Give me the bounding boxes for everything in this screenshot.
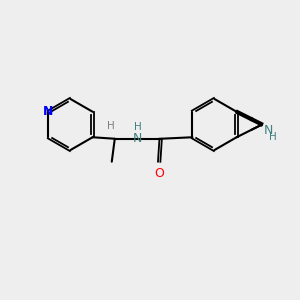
Text: N: N bbox=[43, 105, 54, 118]
Text: H: H bbox=[107, 121, 115, 131]
Text: N: N bbox=[133, 132, 142, 145]
Text: H: H bbox=[134, 122, 142, 132]
Text: O: O bbox=[154, 167, 164, 180]
Text: H: H bbox=[269, 132, 276, 142]
Text: N: N bbox=[264, 124, 273, 137]
